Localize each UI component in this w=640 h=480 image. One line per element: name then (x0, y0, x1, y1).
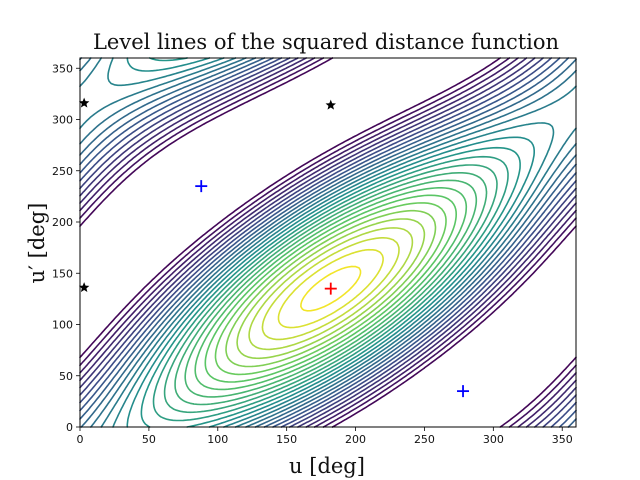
contour-line (225, 209, 437, 368)
plus-marker (195, 180, 208, 193)
y-tick-label: 50 (59, 370, 73, 383)
contour-line (126, 57, 535, 428)
x-tick-label: 250 (414, 433, 435, 446)
x-tick-label: 100 (207, 433, 228, 446)
contour-line (194, 187, 468, 391)
contour-line (261, 237, 400, 341)
plus-marker (324, 282, 337, 295)
star-marker (78, 97, 90, 108)
y-tick-label: 300 (52, 114, 73, 127)
y-tick-label: 0 (66, 421, 73, 434)
plus-marker (457, 385, 470, 398)
x-tick-label: 0 (77, 433, 84, 446)
contour-line (174, 172, 488, 406)
y-tick-label: 100 (52, 319, 73, 332)
star-marker (325, 99, 336, 110)
contour-line (152, 155, 509, 422)
contour-line (184, 179, 478, 398)
x-tick-label: 200 (345, 433, 366, 446)
x-axis-label: u [deg] (289, 454, 365, 478)
y-axis-ticks: 0 50 100 150 200 250 300 350 (52, 62, 80, 434)
contour-line (79, 57, 577, 428)
contour-line (79, 57, 577, 428)
x-tick-label: 300 (483, 433, 504, 446)
contour-line (140, 57, 521, 428)
contour-line (214, 202, 447, 376)
contour-line (300, 265, 362, 312)
y-tick-label: 200 (52, 216, 73, 229)
chart-title: Level lines of the squared distance func… (93, 30, 559, 54)
contour-line (79, 57, 577, 428)
y-tick-label: 150 (52, 267, 73, 280)
star-marker (78, 282, 90, 293)
y-axis-label: u′ [deg] (25, 203, 49, 284)
contour-line (79, 57, 577, 428)
x-tick-label: 350 (552, 433, 573, 446)
contour-line (204, 194, 457, 383)
contour-line (277, 248, 384, 329)
contour-line (236, 218, 426, 360)
contour-line (248, 227, 414, 351)
plot-frame (79, 57, 577, 428)
contour-line (107, 57, 555, 428)
contour-lines (79, 57, 577, 428)
y-tick-label: 250 (52, 165, 73, 178)
x-axis-ticks: 0 50 100 150 200 250 300 350 (77, 427, 573, 446)
x-tick-label: 50 (142, 433, 156, 446)
x-tick-label: 150 (276, 433, 297, 446)
markers (78, 97, 470, 398)
contour-line (79, 57, 577, 428)
contour-line (79, 57, 577, 428)
y-tick-label: 350 (52, 62, 73, 75)
contour-line (163, 164, 498, 414)
